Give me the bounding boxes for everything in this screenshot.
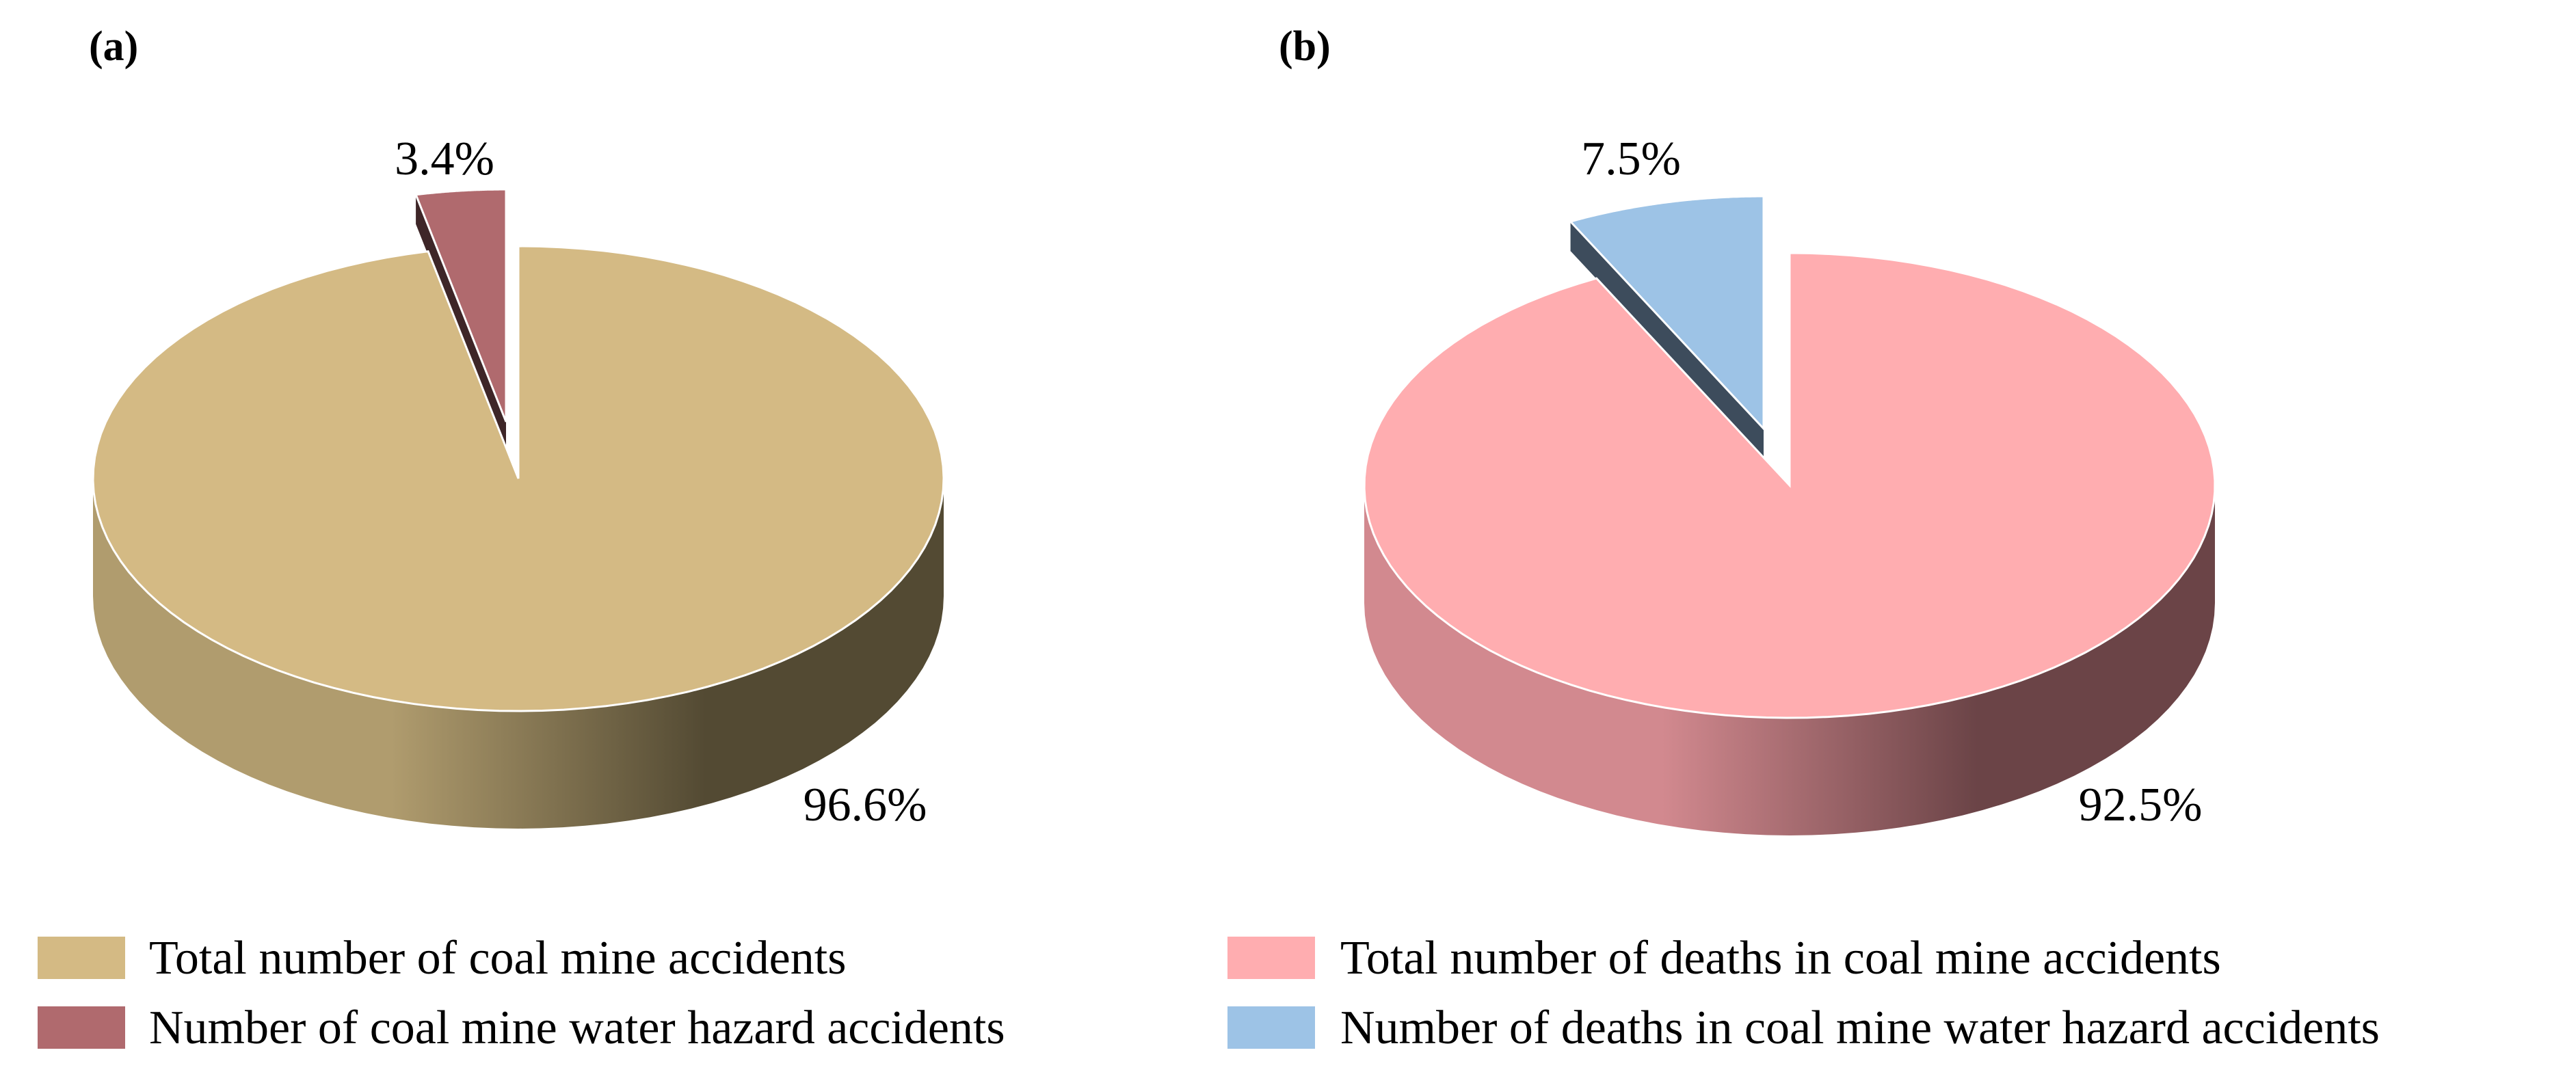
pie-slice [92, 245, 945, 712]
panel-label-b: (b) [1279, 23, 1331, 70]
pie-slice-side [1364, 485, 2215, 835]
legend-item: Total number of deaths in coal mine acci… [1227, 932, 2221, 984]
pie-b-graphic [1363, 195, 2216, 835]
legend-item: Total number of coal mine accidents [38, 932, 846, 984]
slice-label-a-exploded: 3.4% [395, 133, 494, 185]
legend-item: Number of deaths in coal mine water haza… [1227, 1002, 2380, 1054]
panel-label-a: (a) [89, 23, 138, 70]
slice-label-b-exploded: 7.5% [1581, 133, 1681, 185]
pie-slice-side [93, 479, 944, 829]
legend-swatch [1227, 937, 1315, 979]
legend-swatch [38, 937, 125, 979]
legend-b: Total number of deaths in coal mine acci… [1227, 932, 2380, 1054]
legend-swatch [1227, 1006, 1315, 1049]
legend-a: Total number of coal mine accidents Numb… [38, 932, 1005, 1054]
slice-label-a-main: 96.6% [804, 779, 927, 831]
legend-label: Number of deaths in coal mine water haza… [1340, 1002, 2380, 1054]
legend-item: Number of coal mine water hazard acciden… [38, 1002, 1005, 1054]
pie-slice-side [416, 194, 506, 451]
pie-slice-exploded [414, 188, 507, 423]
legend-swatch [38, 1006, 125, 1049]
pie-chart-b: (b) 7.5% 92.5% [1279, 23, 2216, 835]
slice-label-b-main: 92.5% [2079, 779, 2203, 831]
legend-label: Number of coal mine water hazard acciden… [149, 1002, 1005, 1054]
pie-slice-side [1570, 222, 1764, 458]
pie-chart-a: (a) 3.4% 96.6% [89, 23, 945, 831]
pie-a-graphic [92, 188, 945, 829]
legend-label: Total number of deaths in coal mine acci… [1340, 932, 2221, 984]
pie-slice-exploded [1568, 195, 1765, 431]
pie-slice [1363, 252, 2216, 719]
legend-label: Total number of coal mine accidents [149, 932, 846, 984]
